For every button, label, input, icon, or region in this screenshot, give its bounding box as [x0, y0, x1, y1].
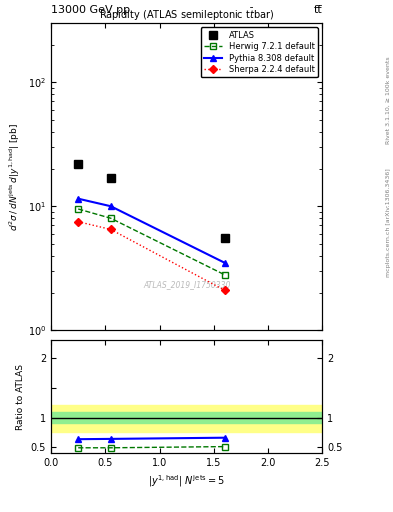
- Y-axis label: Ratio to ATLAS: Ratio to ATLAS: [16, 364, 25, 430]
- Text: mcplots.cern.ch [arXiv:1306.3436]: mcplots.cern.ch [arXiv:1306.3436]: [386, 168, 391, 277]
- X-axis label: $|y^{1,\rm had}|$ $N^{\rm jets} = 5$: $|y^{1,\rm had}|$ $N^{\rm jets} = 5$: [148, 474, 225, 489]
- Legend: ATLAS, Herwig 7.2.1 default, Pythia 8.308 default, Sherpa 2.2.4 default: ATLAS, Herwig 7.2.1 default, Pythia 8.30…: [200, 27, 318, 77]
- Bar: [51, 404, 322, 432]
- Text: 13000 GeV pp: 13000 GeV pp: [51, 5, 130, 15]
- Bar: [51, 412, 322, 423]
- Title: Rapidity (ATLAS semileptonic t$\bar{t}$bar): Rapidity (ATLAS semileptonic t$\bar{t}$b…: [99, 7, 274, 23]
- Text: tt̅: tt̅: [314, 5, 322, 15]
- Y-axis label: $d^2\sigma\,/\,dN^{\rm jets}\,d|y^{1,\rm had}|$ [pb]: $d^2\sigma\,/\,dN^{\rm jets}\,d|y^{1,\rm…: [8, 123, 22, 230]
- Text: ATLAS_2019_I1750330: ATLAS_2019_I1750330: [143, 280, 230, 289]
- Text: Rivet 3.1.10, ≥ 100k events: Rivet 3.1.10, ≥ 100k events: [386, 56, 391, 144]
